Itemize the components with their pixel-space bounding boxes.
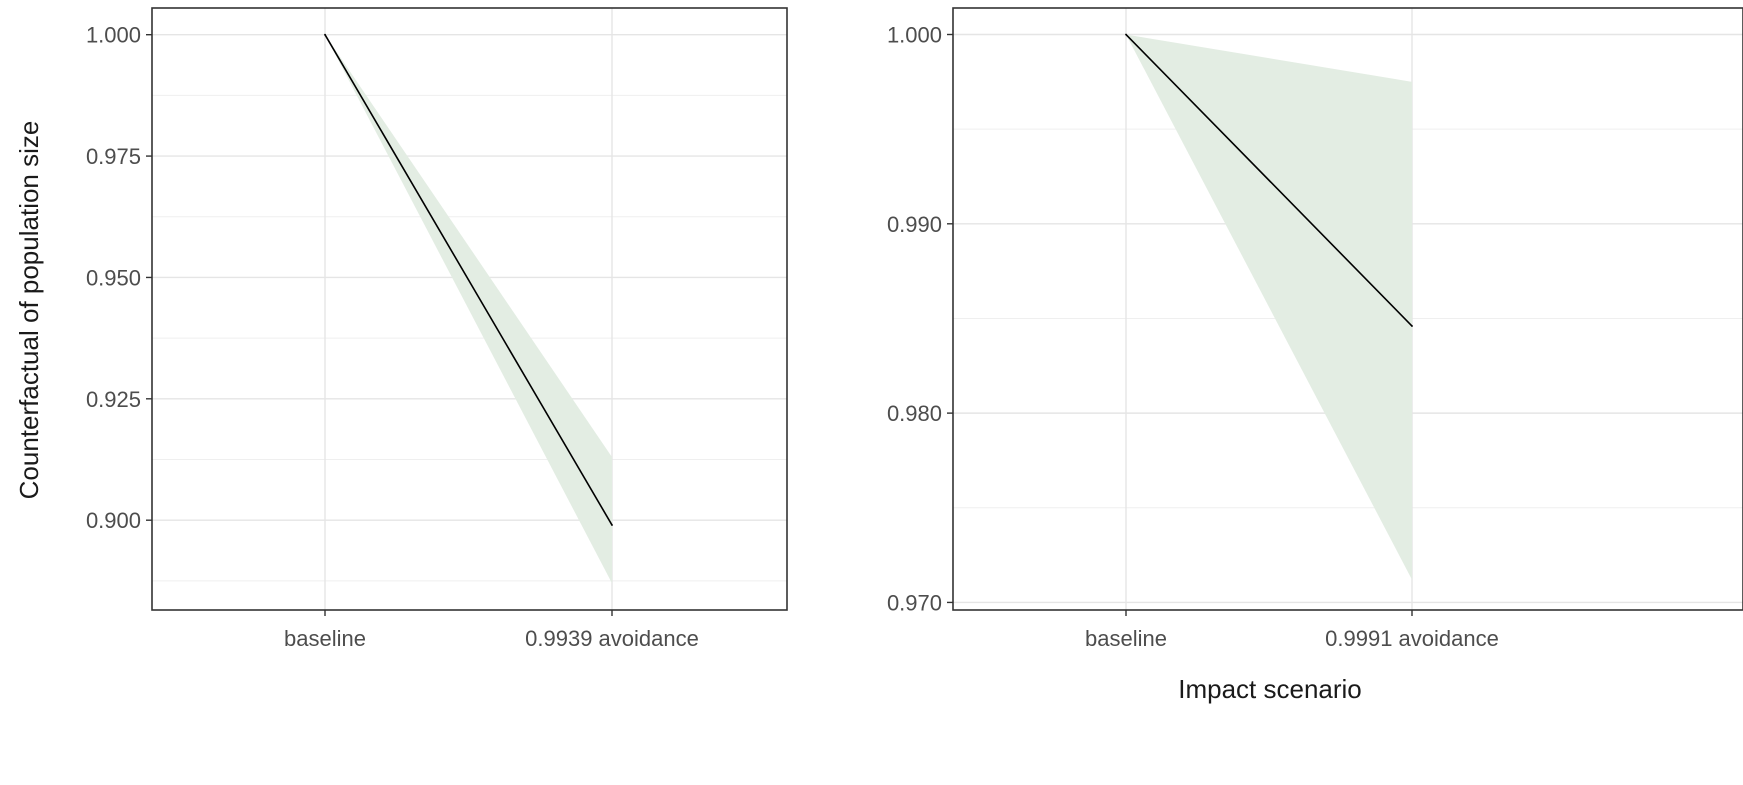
left-y-tick-label-3: 0.975 <box>86 144 141 169</box>
right-data-point-1 <box>1411 325 1413 327</box>
right-x-tick-label-0: baseline <box>1085 626 1167 651</box>
chart-panel-right: 0.970 0.980 0.990 1.000 baseline 0.9991 avoid… <box>887 7 1743 651</box>
x-axis-title: Impact scenario <box>1178 674 1362 704</box>
left-y-tick-label-2: 0.950 <box>86 265 141 290</box>
right-y-tick-label-1: 0.980 <box>887 401 942 426</box>
left-y-tick-label-1: 0.925 <box>86 387 141 412</box>
y-axis-title: Counterfactual of population size <box>14 121 44 500</box>
right-data-point-0 <box>1125 33 1127 36</box>
left-x-tick-label-1: 0.9939 avoidance <box>525 626 699 651</box>
left-x-tick-label-0: baseline <box>284 626 366 651</box>
left-data-point-0 <box>324 33 326 36</box>
right-confidence-ribbon <box>1126 34 1412 580</box>
right-series-line <box>1125 33 1413 327</box>
left-series-line <box>324 34 613 526</box>
right-y-tick-label-3: 1.000 <box>887 23 942 48</box>
left-data-point-1 <box>611 524 613 526</box>
left-panel-border <box>151 7 788 611</box>
right-x-tick-label-1: 0.9991 avoidance <box>1325 626 1499 651</box>
left-confidence-ribbon <box>325 34 612 584</box>
right-plot-area <box>953 8 1743 610</box>
left-plot-area <box>152 8 787 610</box>
chart-panel-left: 0.900 0.925 0.950 0.975 1.000 baseline 0.9939 … <box>86 7 788 651</box>
right-y-tick-label-0: 0.970 <box>887 590 942 615</box>
left-y-tick-label-4: 1.000 <box>86 23 141 48</box>
left-y-tick-label-0: 0.900 <box>86 508 141 533</box>
right-panel-border <box>952 7 1743 611</box>
right-y-tick-label-2: 0.990 <box>887 212 942 237</box>
